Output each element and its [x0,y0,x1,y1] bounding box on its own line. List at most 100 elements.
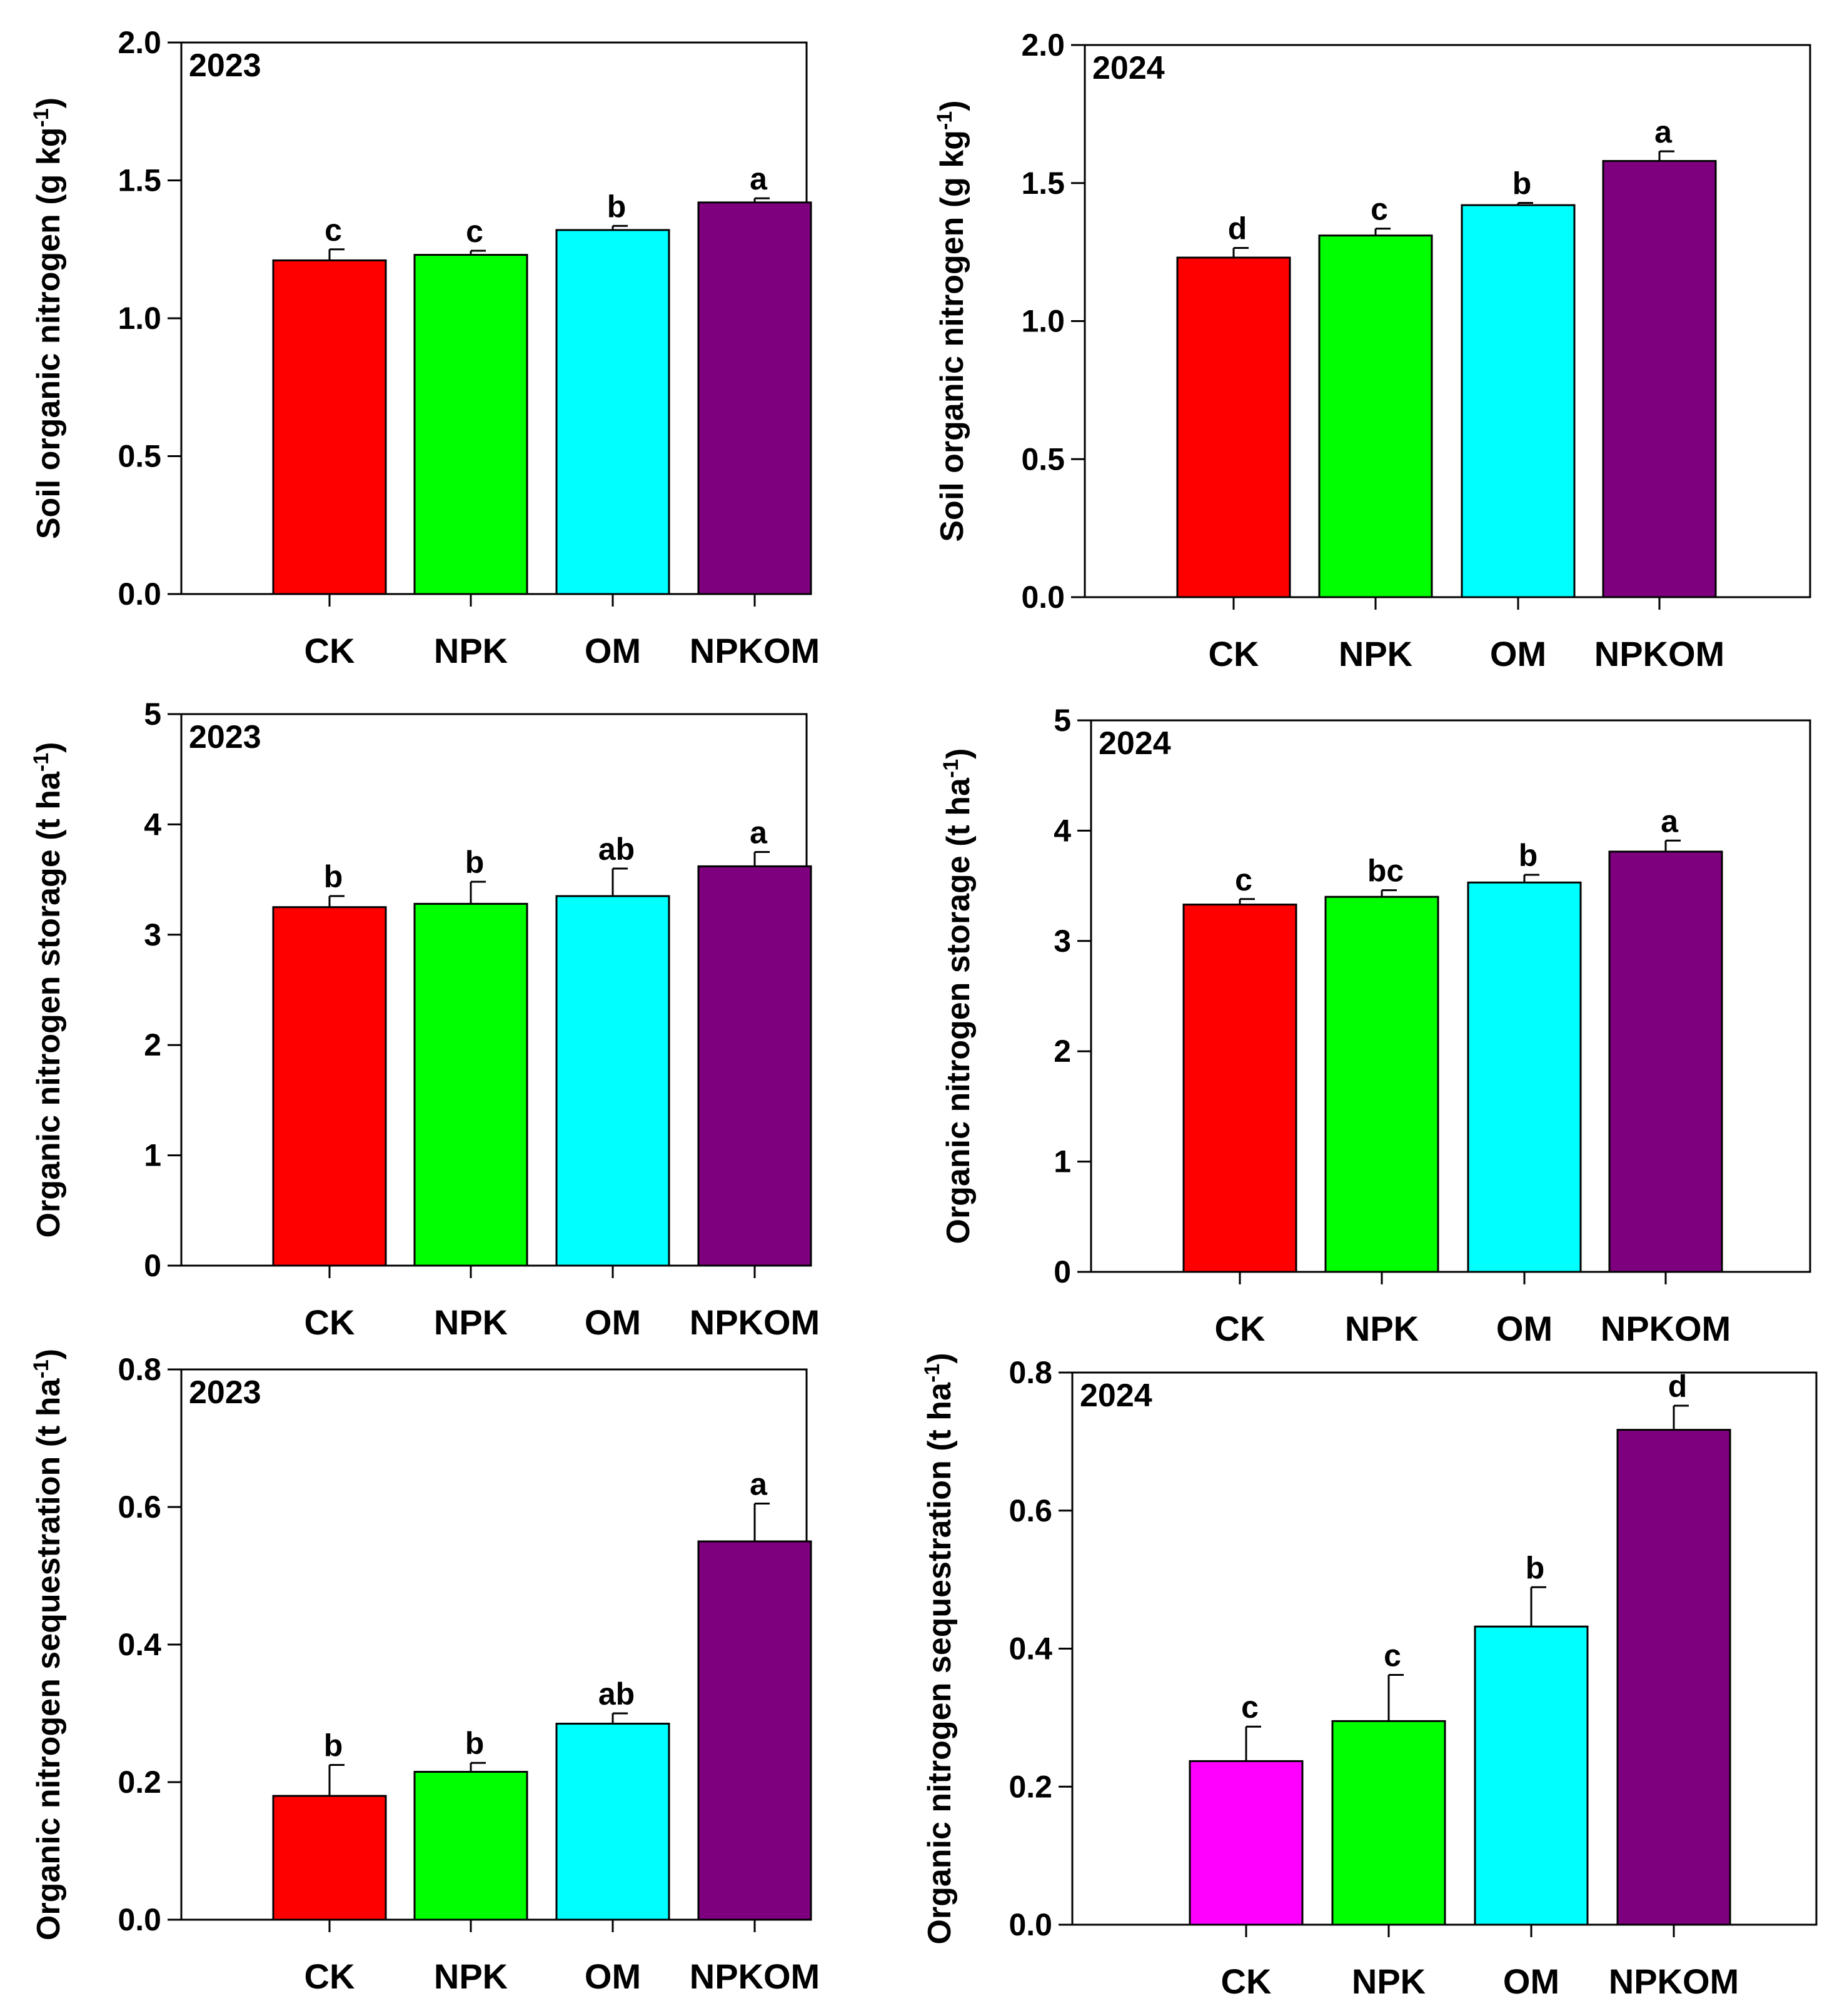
bar-om [555,1723,670,1921]
significance-label: ab [598,1676,635,1711]
category-label: CK [304,1303,355,1342]
y-tick-label: 0.5 [118,439,161,474]
bar-npk [413,254,528,595]
category-label: NPK [1339,634,1412,673]
bar-npkom [697,201,812,595]
year-label: 2023 [189,48,261,84]
significance-label: a [750,161,768,196]
y-tick-label: 1.0 [118,301,161,336]
y-tick-label: 1.5 [1021,166,1065,201]
bar-npkom [697,1540,812,1921]
bar-npk [1318,234,1433,598]
significance-label: c [1371,192,1388,227]
y-tick-label: 2.0 [118,25,161,60]
significance-label: c [1384,1638,1401,1673]
bar-npk [413,1771,528,1921]
category-label: NPK [434,631,508,670]
category-label: NPKOM [690,1303,820,1342]
category-label: OM [1490,634,1546,673]
year-label: 2024 [1080,1378,1152,1414]
significance-label: b [1526,1550,1545,1585]
category-label: CK [1221,1962,1272,2001]
y-tick-label: 0.0 [118,577,161,612]
year-label: 2024 [1092,50,1165,86]
y-tick-label: 0.8 [118,1352,161,1387]
chart-panel-middle-left: 0 1 2 3 4 5 b CK b NPK ab OM a NPKOM 2023 Organic nitro… [29,697,820,1342]
significance-label: b [1519,838,1538,873]
y-tick-label: 0.5 [1021,441,1065,476]
category-label: NPKOM [1594,634,1724,673]
category-label: CK [304,631,355,670]
significance-label: c [466,214,483,249]
y-tick-label: 0 [1054,1254,1071,1289]
category-label: NPK [1352,1962,1426,2001]
bar-npkom [1608,850,1723,1273]
y-tick-label: 3 [1054,924,1071,959]
year-label: 2024 [1099,725,1171,762]
y-tick-label: 0.8 [1009,1355,1052,1390]
bar-npkom [697,865,812,1267]
y-axis-title: Organic nitrogen storage (t ha-1) [29,742,67,1238]
category-label: OM [585,1957,641,1996]
bar-ck [272,1795,387,1921]
bar-npkom [1602,159,1717,598]
y-tick-label: 4 [1054,813,1071,848]
bar-om [1474,1625,1589,1926]
y-tick-label: 0 [144,1248,161,1283]
chart-panel-top-left: 0.0 0.5 1.0 1.5 2.0 c CK c NPK b OM a NPKOM 2023 Soil … [29,25,820,670]
significance-label: c [1235,862,1252,897]
significance-label: b [324,1728,343,1763]
y-tick-label: 5 [1054,703,1071,738]
bar-om [1467,881,1582,1273]
y-tick-label: 0.6 [118,1489,161,1525]
significance-label: c [1241,1690,1259,1725]
category-label: CK [1209,634,1259,673]
category-label: OM [1503,1962,1559,2001]
significance-label: a [750,815,768,850]
y-axis-title: Organic nitrogen storage (t ha-1) [939,748,977,1244]
y-tick-label: 0.6 [1009,1493,1052,1528]
category-label: OM [1496,1309,1553,1348]
year-label: 2023 [189,719,261,755]
y-tick-label: 5 [144,697,161,732]
chart-panel-middle-right: 0 1 2 3 4 5 c CK bc NPK b OM a NPKOM 2024 Organic nitro… [939,703,1811,1348]
y-tick-label: 2.0 [1021,28,1065,63]
y-tick-label: 0.0 [118,1902,161,1937]
y-tick-label: 1.5 [118,163,161,198]
y-tick-label: 0.2 [1009,1769,1052,1804]
category-label: NPKOM [690,631,820,670]
significance-label: b [465,1726,485,1761]
significance-label: b [607,189,627,224]
bar-npk [1324,895,1439,1273]
significance-label: ab [598,832,635,867]
category-label: NPKOM [1601,1309,1731,1348]
chart-panel-bottom-left: 0.0 0.2 0.4 0.6 0.8 b CK b NPK ab OM a NPKOM 2023 Orga… [29,1349,820,1996]
bar-npkom [1616,1429,1731,1926]
y-axis-title: Soil organic nitrogen (g kg-1) [29,98,67,539]
bar-ck [272,259,387,595]
category-label: NPK [434,1303,508,1342]
category-label: NPK [1345,1309,1419,1348]
bar-ck [1189,1760,1304,1926]
y-tick-label: 2 [144,1027,161,1062]
y-axis-title: Organic nitrogen sequestration (t ha-1) [920,1353,958,1944]
significance-label: d [1228,211,1247,246]
y-tick-label: 0.4 [118,1627,161,1662]
bar-om [555,229,670,595]
category-label: CK [1215,1309,1266,1348]
bar-om [555,895,670,1267]
y-tick-label: 1.0 [1021,304,1065,339]
y-tick-label: 0.4 [1009,1631,1052,1666]
chart-panel-top-right: 0.0 0.5 1.0 1.5 2.0 d CK c NPK b OM a NPKOM 2024 Soil … [933,28,1811,673]
bar-ck [272,906,387,1267]
y-tick-label: 2 [1054,1034,1071,1069]
chart-panel-bottom-right: 0.0 0.2 0.4 0.6 0.8 c CK c NPK b OM d NPKOM 2024 Organ… [920,1353,1818,2001]
significance-label: b [465,845,485,880]
category-label: NPK [434,1957,508,1996]
significance-label: d [1668,1369,1688,1404]
y-axis-title: Organic nitrogen sequestration (t ha-1) [29,1349,67,1940]
category-label: CK [304,1957,355,1996]
y-tick-label: 3 [144,917,161,952]
category-label: NPKOM [1609,1962,1739,2001]
